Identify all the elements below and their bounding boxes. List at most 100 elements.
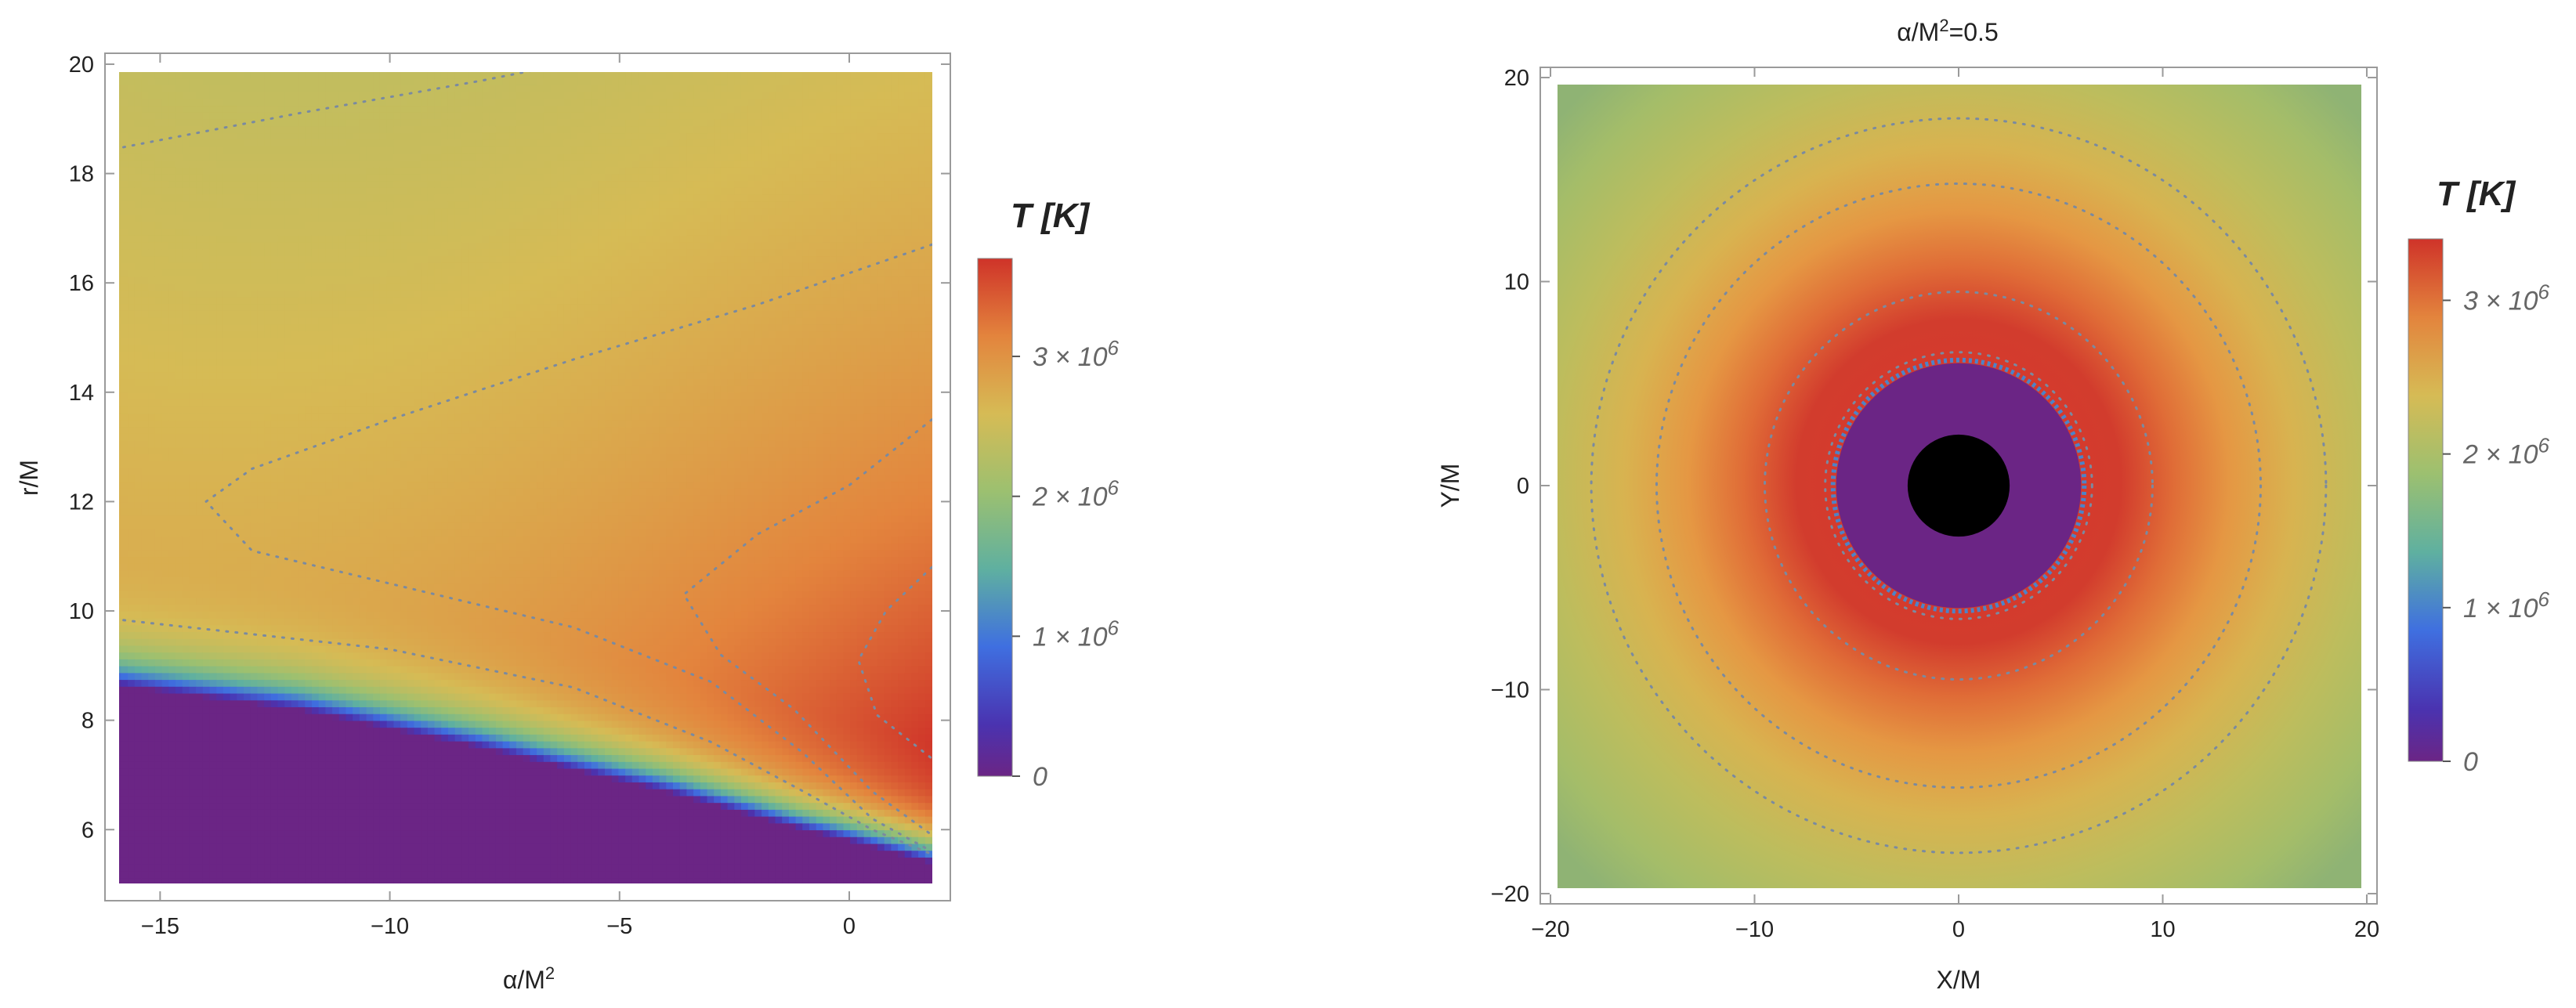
left-heat-cell	[346, 72, 353, 79]
left-heat-cell	[311, 132, 320, 140]
left-heat-cell	[182, 72, 190, 79]
left-heat-cell	[134, 829, 143, 837]
left-heat-cell	[182, 706, 190, 714]
left-heat-cell	[353, 235, 360, 243]
left-heat-cell	[121, 371, 128, 380]
left-heat-cell	[128, 529, 136, 537]
left-heat-cell	[202, 351, 211, 359]
left-heat-cell	[359, 720, 367, 728]
left-heat-cell	[141, 692, 150, 701]
left-heat-cell	[148, 180, 156, 188]
left-heat-cell	[270, 549, 279, 558]
left-heat-cell	[230, 112, 238, 120]
left-heat-cell	[386, 583, 395, 591]
left-heat-cell	[284, 412, 292, 421]
left-heat-cell	[223, 713, 231, 721]
left-heat-cell	[223, 344, 231, 352]
left-heat-cell	[298, 289, 306, 298]
left-heat-cell	[251, 64, 259, 72]
left-heat-cell	[359, 795, 367, 804]
left-heat-cell	[119, 487, 122, 496]
left-heat-cell	[175, 439, 183, 448]
left-heat-cell	[332, 782, 340, 789]
left-heat-cell	[119, 529, 122, 537]
left-heat-cell	[121, 105, 128, 113]
left-heat-cell	[311, 173, 320, 182]
left-heat-cell	[270, 296, 279, 305]
left-heat-cell	[284, 522, 292, 530]
left-heat-cell	[175, 453, 183, 461]
left-heat-cell	[230, 153, 238, 161]
left-heat-cell	[216, 501, 224, 509]
left-heat-cell	[154, 91, 163, 99]
left-heat-cell	[175, 98, 183, 107]
left-heat-cell	[182, 146, 190, 154]
left-heat-cell	[366, 426, 374, 434]
left-heat-cell	[154, 276, 163, 284]
left-heat-cell	[257, 392, 265, 400]
left-heat-cell	[325, 529, 333, 537]
left-heat-cell	[264, 782, 272, 789]
left-heat-cell	[216, 474, 224, 482]
left-heat-cell	[305, 385, 313, 393]
left-heat-cell	[189, 822, 197, 831]
left-heat-cell	[119, 358, 122, 366]
left-heat-cell	[182, 611, 190, 619]
left-heat-cell	[230, 262, 238, 270]
left-heat-cell	[141, 439, 150, 448]
left-heat-cell	[134, 686, 143, 694]
left-heat-cell	[148, 208, 156, 215]
left-heat-cell	[189, 276, 197, 284]
left-heat-cell	[277, 686, 285, 694]
left-heat-cell	[216, 412, 224, 421]
left-heat-cell	[277, 316, 285, 325]
left-heat-cell	[141, 487, 150, 496]
left-heat-cell	[359, 193, 367, 202]
left-heat-cell	[175, 378, 183, 386]
left-heat-cell	[196, 747, 204, 756]
left-heat-cell	[359, 433, 367, 441]
left-heat-cell	[175, 331, 183, 338]
left-heat-cell	[386, 289, 395, 298]
left-heat-cell	[230, 78, 238, 85]
left-heat-cell	[325, 542, 333, 551]
left-heat-cell	[270, 201, 279, 209]
left-heat-cell	[141, 706, 150, 714]
left-heat-cell	[196, 78, 204, 85]
left-heat-cell	[353, 611, 360, 619]
left-heat-cell	[346, 235, 353, 243]
left-heat-cell	[257, 64, 265, 72]
left-heat-cell	[141, 446, 150, 455]
left-heat-cell	[393, 747, 401, 756]
left-heat-cell	[379, 645, 388, 653]
left-heat-cell	[346, 686, 353, 694]
left-heat-cell	[134, 221, 143, 229]
left-heat-cell	[379, 337, 388, 345]
left-heat-cell	[168, 85, 176, 92]
left-heat-cell	[230, 665, 238, 674]
left-heat-cell	[291, 303, 299, 311]
left-heat-cell	[182, 351, 190, 359]
left-heat-cell	[148, 112, 156, 120]
left-heat-cell	[121, 419, 128, 428]
left-heat-cell	[216, 631, 224, 639]
left-heat-cell	[257, 522, 265, 530]
left-heat-cell	[393, 645, 401, 653]
left-heat-cell	[318, 843, 327, 851]
left-heat-cell	[325, 351, 333, 359]
left-heat-cell	[134, 344, 143, 352]
left-heat-cell	[386, 221, 395, 229]
left-heat-cell	[230, 782, 238, 789]
left-heat-cell	[161, 289, 170, 298]
left-heat-cell	[264, 487, 272, 496]
left-heat-cell	[148, 815, 156, 824]
left-heat-cell	[119, 795, 122, 804]
left-heat-cell	[291, 713, 299, 721]
left-heat-cell	[189, 761, 197, 769]
left-heat-cell	[305, 310, 313, 318]
left-heat-cell	[209, 208, 218, 215]
left-heat-cell	[154, 576, 163, 584]
left-heat-cell	[393, 590, 401, 598]
left-heat-cell	[119, 604, 122, 612]
left-heat-cell	[325, 782, 333, 789]
